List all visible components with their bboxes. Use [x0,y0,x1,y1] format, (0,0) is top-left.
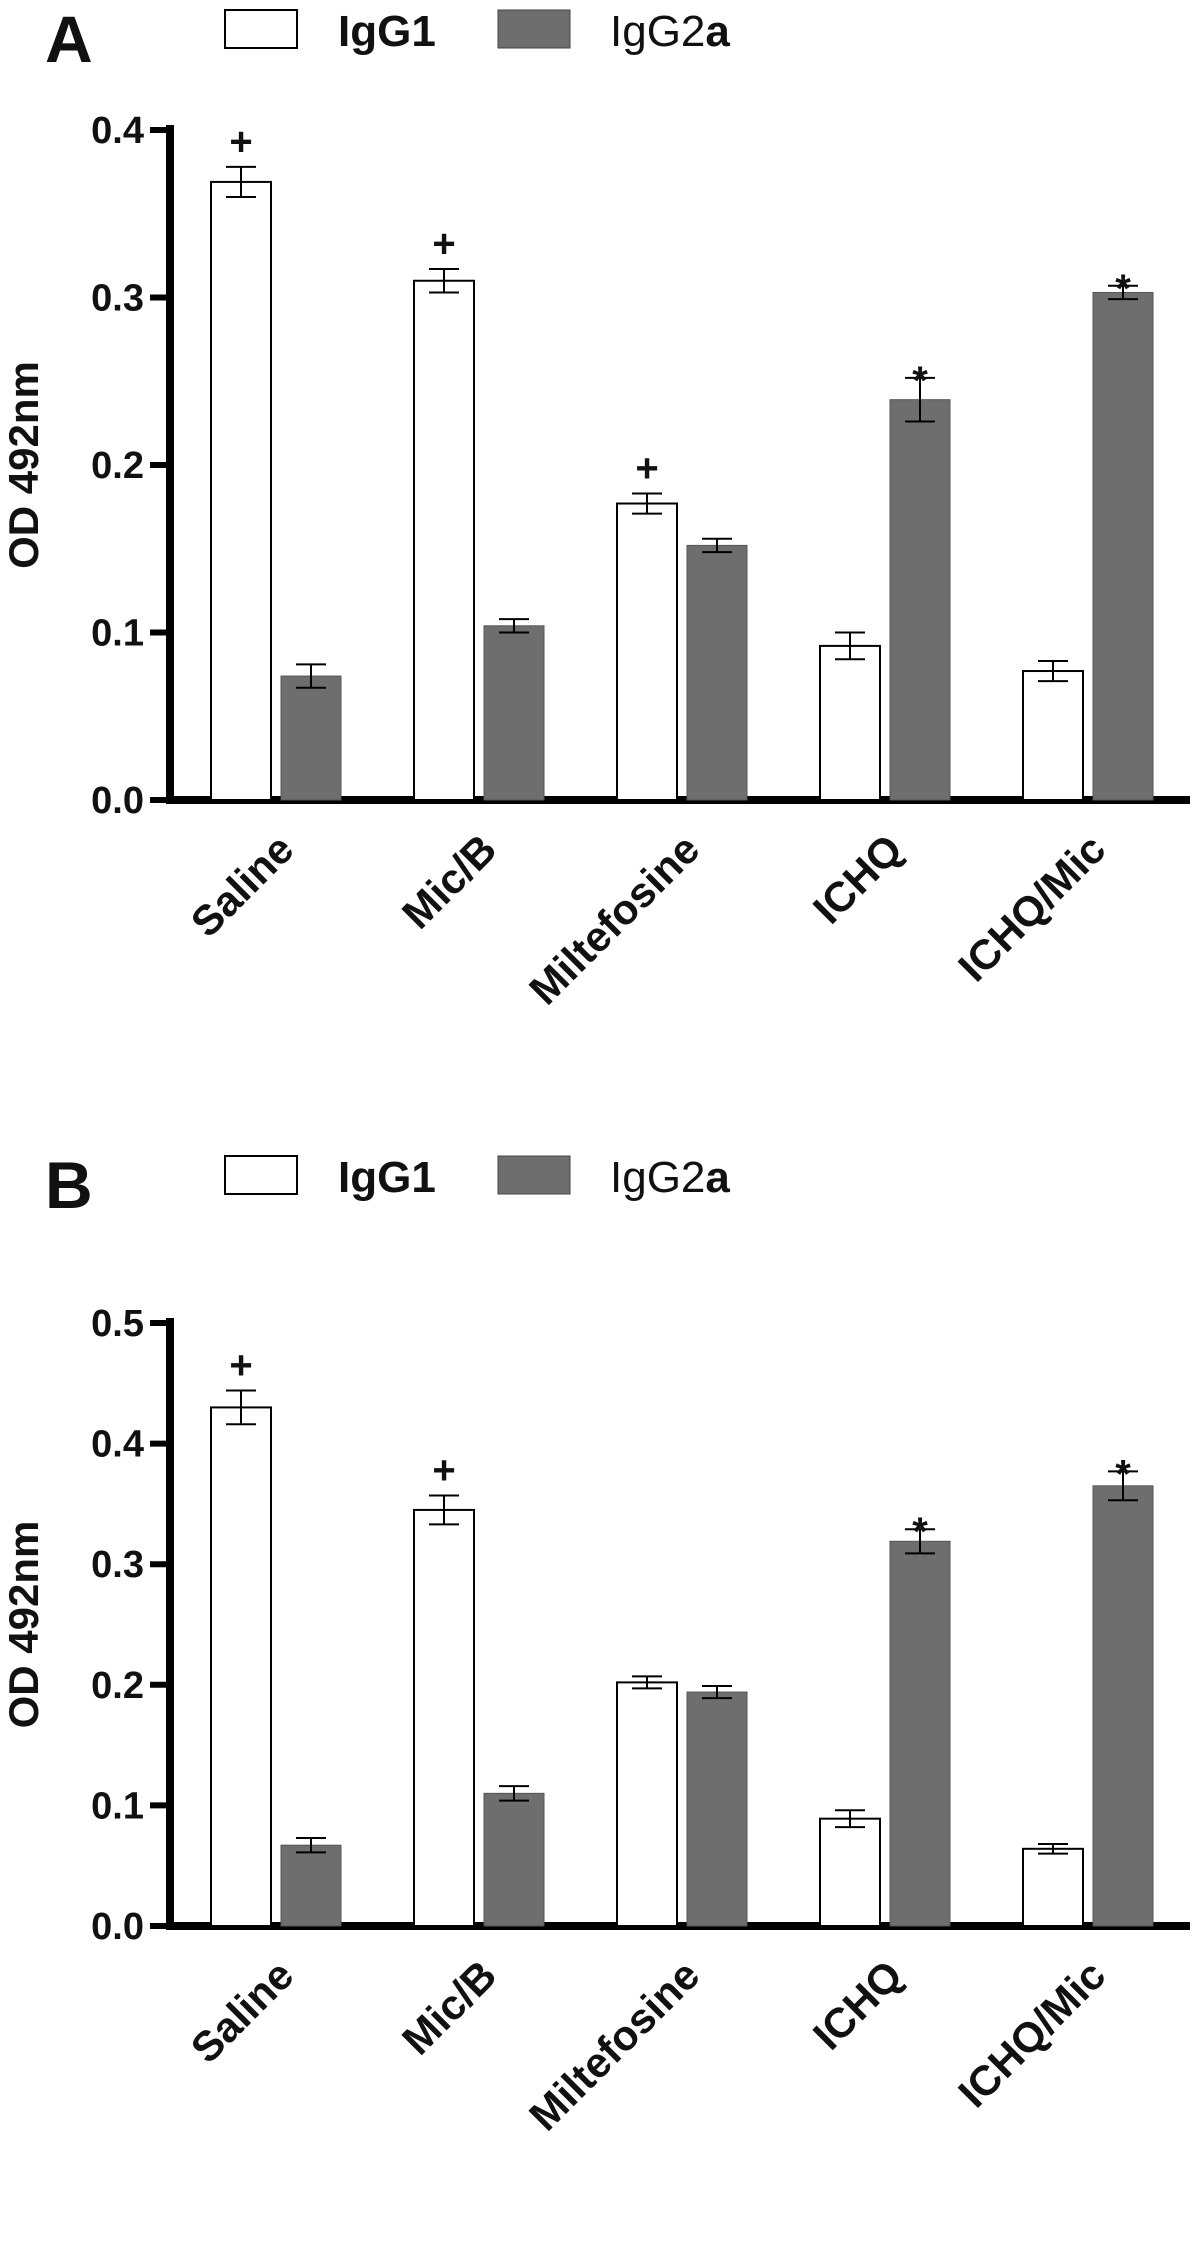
chart-b-bar-igg1-4 [1022,1847,1084,1927]
chart-b-bar-igg2a-0 [280,1844,342,1927]
chart-a-y-axis-title: OD 492nm [0,361,47,569]
chart-b-y-tick-label-5: 0.5 [91,1303,144,1345]
chart-b-bar-igg2a-4 [1092,1485,1154,1927]
chart-b-significance-mark-igg1-1: + [432,1448,455,1492]
chart-b-bar-igg1-3 [819,1817,881,1928]
chart-a-y-tick-label-1: 0.1 [91,613,144,655]
chart-a-legend-label-igg2a: IgG2a [610,7,730,56]
chart-b-svg: B IgG1 IgG2a OD 492nm 0.0 0.1 0.2 0.3 0.4 0.5 + Sal… [0,1148,1190,2139]
chart-a-x-tick-label-1: Mic/B [393,825,505,937]
chart-b-bar-igg2a-2 [686,1691,748,1927]
chart-a-significance-mark-igg1-2: + [635,446,658,490]
chart-b-x-tick-label-0: Saline [182,1951,303,2072]
chart-b-legend-label-igg1: IgG1 [338,1153,436,1202]
chart-b-y-tick-label-3: 0.3 [91,1544,144,1586]
chart-b-y-tick-label-1: 0.1 [91,1785,144,1827]
chart-a-bar-igg2a-1 [483,625,545,801]
chart-a-bar-igg1-2 [616,502,678,801]
chart-a-legend-label-igg1: IgG1 [338,7,436,56]
chart-b-x-tick-label-2: Miltefosine [520,1951,708,2139]
chart-a-bar-igg1-4 [1022,670,1084,802]
chart-b-significance-mark-igg1-0: + [229,1344,252,1388]
chart-a-x-tick-label-2: Miltefosine [520,825,708,1013]
chart-b-bar-igg1-2 [616,1681,678,1927]
chart-a-legend-swatch-igg2a [497,9,571,49]
chart-a-bar-igg1-3 [819,644,881,802]
chart-a-legend-label-igg2a-prefix: IgG2 [610,7,705,56]
chart-b-significance-mark-igg2a-4: * [1115,1452,1131,1496]
chart-b-bar-igg2a-3 [889,1540,951,1927]
chart-b-panel-letter: B [45,1148,93,1222]
chart-a-significance-mark-igg2a-4: * [1115,267,1131,311]
chart-a-y-tick-label-0: 0.0 [91,780,144,822]
chart-a-significance-mark-igg2a-3: * [912,359,928,403]
chart-a-x-tick-label-0: Saline [182,825,303,946]
chart-b-legend-swatch-igg2a [497,1155,571,1195]
chart-panel-a: A IgG1 IgG2a OD 492nm 0.0 0.1 0.2 0.3 0.4 + Saline… [0,0,1200,1125]
chart-a-bar-igg2a-4 [1092,291,1154,801]
chart-b-y-tick-label-4: 0.4 [91,1424,144,1466]
chart-a-panel-letter: A [45,2,93,76]
chart-b-bar-igg1-0 [210,1406,272,1928]
chart-a-bar-igg1-0 [210,180,272,802]
chart-a-significance-mark-igg1-1: + [432,222,455,266]
chart-b-y-tick-label-0: 0.0 [91,1906,144,1948]
chart-b-y-tick-label-2: 0.2 [91,1665,144,1707]
chart-a-significance-mark-igg1-0: + [229,120,252,164]
chart-a-bar-igg1-1 [413,279,475,801]
chart-a-bar-igg2a-0 [280,675,342,801]
chart-b-legend-label-igg2a-suffix: a [705,1153,730,1202]
chart-a-svg: A IgG1 IgG2a OD 492nm 0.0 0.1 0.2 0.3 0.4 + Saline… [0,2,1190,1013]
chart-b-bar-igg2a-1 [483,1792,545,1927]
chart-b-y-axis-title: OD 492nm [0,1521,47,1729]
chart-b-legend-label-igg2a-prefix: IgG2 [610,1153,705,1202]
chart-a-bar-igg2a-3 [889,399,951,801]
chart-a-y-tick-label-2: 0.2 [91,445,144,487]
chart-a-x-tick-label-3: ICHQ [804,825,911,932]
chart-b-legend-swatch-igg1 [224,1155,298,1195]
chart-a-x-tick-label-4: ICHQ/Mic [949,825,1114,990]
chart-b-x-tick-label-1: Mic/B [393,1951,505,2063]
chart-a-y-tick-label-3: 0.3 [91,278,144,320]
chart-a-y-tick-label-4: 0.4 [91,110,144,152]
chart-a-bar-igg2a-2 [686,544,748,801]
chart-b-x-tick-label-3: ICHQ [804,1951,911,2058]
chart-b-bar-igg1-1 [413,1508,475,1927]
chart-panel-b: B IgG1 IgG2a OD 492nm 0.0 0.1 0.2 0.3 0.4 0.5 + Sal… [0,1126,1200,2251]
chart-b-significance-mark-igg2a-3: * [912,1510,928,1554]
chart-a-legend-swatch-igg1 [224,9,298,49]
chart-a-legend-label-igg2a-suffix: a [705,7,730,56]
chart-b-legend-label-igg2a: IgG2a [610,1153,730,1202]
chart-b-x-tick-label-4: ICHQ/Mic [949,1951,1114,2116]
